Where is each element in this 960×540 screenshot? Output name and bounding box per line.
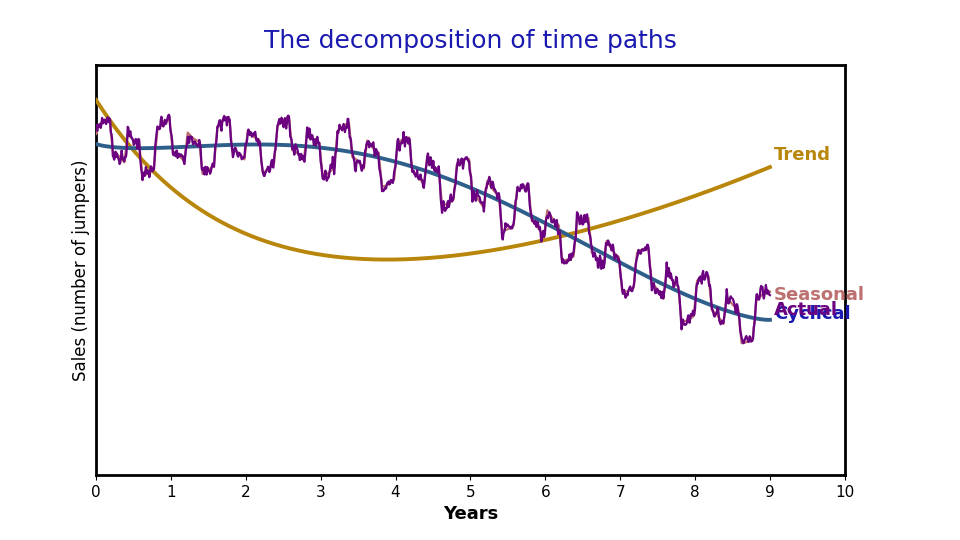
Text: Actual: Actual [774, 301, 838, 319]
Text: Seasonal: Seasonal [774, 286, 865, 303]
Y-axis label: Sales (number of jumpers): Sales (number of jumpers) [72, 159, 90, 381]
Text: Cyclical: Cyclical [774, 305, 851, 323]
Title: The decomposition of time paths: The decomposition of time paths [264, 29, 677, 53]
Text: Trend: Trend [774, 146, 830, 164]
X-axis label: Years: Years [443, 505, 498, 523]
